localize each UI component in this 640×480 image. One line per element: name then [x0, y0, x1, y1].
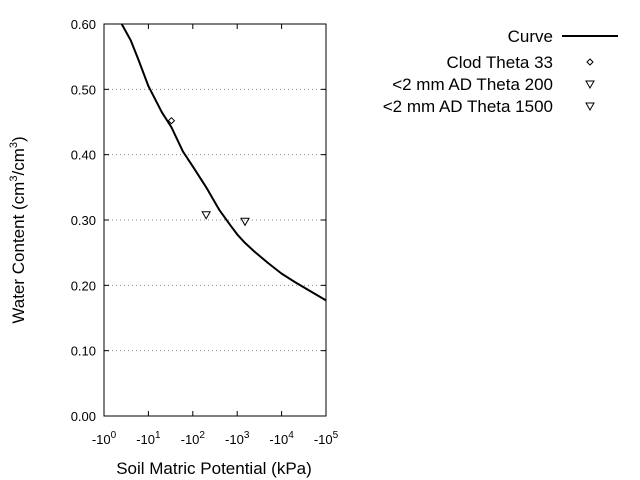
x-axis-title: Soil Matric Potential (kPa) [116, 459, 312, 478]
y-tick-label: 0.30 [71, 213, 96, 228]
legend-label: Curve [508, 27, 553, 46]
y-tick-label: 0.00 [71, 409, 96, 424]
y-tick-label: 0.60 [71, 17, 96, 32]
y-axis-title-mid: /cm [9, 148, 28, 175]
axis-ticks: 0.00 0.10 0.20 0.30 0.40 0.50 0.60 -100 -101 -102… [71, 17, 339, 447]
legend-marker-triangle-down [585, 102, 595, 112]
x-tick-label: -104 [269, 430, 294, 447]
legend-label: <2 mm AD Theta 200 [392, 75, 553, 94]
y-axis-title-end: ) [9, 136, 28, 142]
x-tick-label: -105 [314, 430, 339, 447]
grid-lines [104, 88, 326, 352]
legend-marker-diamond [586, 58, 594, 66]
series-curve-line [120, 23, 327, 302]
y-axis-title: Water Content (cm3/cm3) [8, 136, 28, 323]
y-axis-title-sup1: 3 [8, 176, 20, 182]
series-layer [120, 23, 327, 302]
y-tick-label: 0.10 [71, 344, 96, 359]
y-tick-label: 0.40 [71, 148, 96, 163]
x-tick-label: -100 [92, 430, 117, 447]
y-tick-label: 0.50 [71, 82, 96, 97]
data-point-triangle-down [201, 211, 212, 220]
legend: Curve Clod Theta 33 <2 mm AD Theta 200 <2 m… [383, 27, 618, 116]
x-tick-label: -101 [136, 430, 161, 447]
x-tick-label: -102 [181, 430, 206, 447]
y-axis-title-main: Water Content (cm [9, 182, 28, 324]
x-tick-label: -103 [225, 430, 250, 447]
data-point-diamond [167, 116, 176, 125]
legend-label: Clod Theta 33 [447, 53, 553, 72]
y-tick-label: 0.20 [71, 278, 96, 293]
legend-label: <2 mm AD Theta 1500 [383, 97, 553, 116]
data-point-triangle-down [240, 217, 250, 227]
y-axis-title-sup2: 3 [8, 142, 20, 148]
legend-marker-triangle-down [585, 80, 595, 90]
